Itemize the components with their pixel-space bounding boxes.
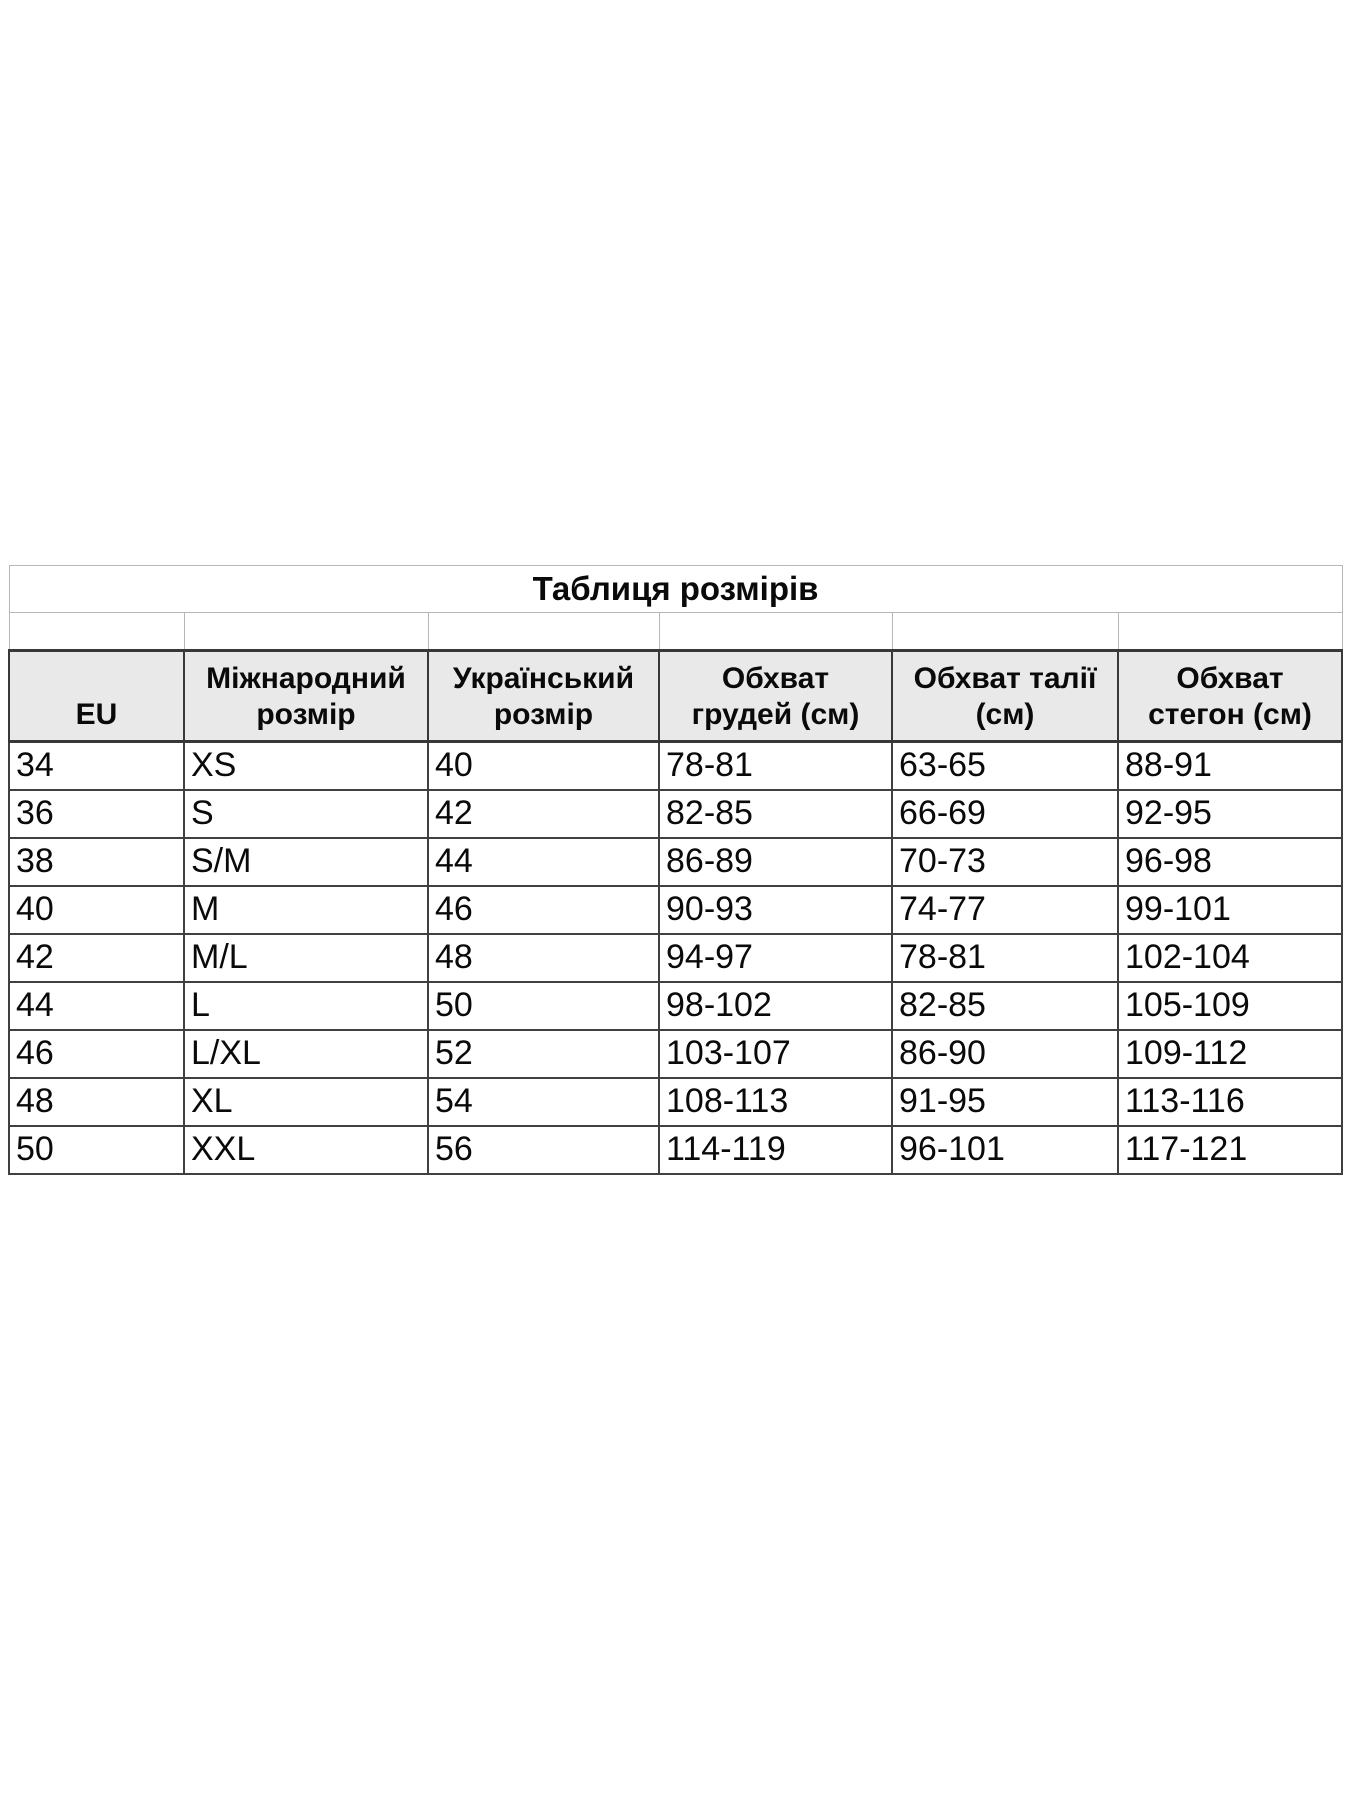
cell-hips: 92-95 [1117, 789, 1343, 839]
cell-eu: 46 [8, 1029, 185, 1079]
cell-international-size: M [183, 885, 429, 935]
cell-ukrainian-size: 48 [427, 933, 660, 983]
table-header-row: EU Міжнародний розмір Український розмір… [8, 649, 1343, 743]
cell-hips: 109-112 [1117, 1029, 1343, 1079]
cell-international-size: S [183, 789, 429, 839]
cell-eu: 34 [8, 740, 185, 791]
spacer-cell [8, 612, 185, 651]
cell-international-size: XL [183, 1077, 429, 1127]
cell-waist: 78-81 [891, 933, 1119, 983]
cell-ukrainian-size: 42 [427, 789, 660, 839]
cell-ukrainian-size: 50 [427, 981, 660, 1031]
cell-eu: 38 [8, 837, 185, 887]
cell-eu: 40 [8, 885, 185, 935]
cell-international-size: L [183, 981, 429, 1031]
cell-hips: 117-121 [1117, 1125, 1343, 1175]
table-row: 50 XXL 56 114-119 96-101 117-121 [8, 1125, 1343, 1175]
table-row: 34 XS 40 78-81 63-65 88-91 [8, 740, 1343, 791]
column-header-hips: Обхват стегон (см) [1117, 649, 1343, 743]
spacer-cell [658, 612, 893, 651]
table-title: Таблиця розмірів [8, 565, 1343, 613]
cell-waist: 96-101 [891, 1125, 1119, 1175]
cell-eu: 48 [8, 1077, 185, 1127]
table-title-row: Таблиця розмірів [8, 565, 1343, 613]
cell-ukrainian-size: 44 [427, 837, 660, 887]
cell-waist: 66-69 [891, 789, 1119, 839]
table-row: 44 L 50 98-102 82-85 105-109 [8, 981, 1343, 1031]
table-row: 36 S 42 82-85 66-69 92-95 [8, 789, 1343, 839]
cell-waist: 82-85 [891, 981, 1119, 1031]
table-row: 42 M/L 48 94-97 78-81 102-104 [8, 933, 1343, 983]
cell-chest: 78-81 [658, 740, 893, 791]
cell-eu: 42 [8, 933, 185, 983]
cell-chest: 86-89 [658, 837, 893, 887]
cell-chest: 98-102 [658, 981, 893, 1031]
column-header-eu: EU [8, 649, 185, 743]
spacer-cell [183, 612, 429, 651]
cell-international-size: XXL [183, 1125, 429, 1175]
cell-chest: 82-85 [658, 789, 893, 839]
cell-chest: 114-119 [658, 1125, 893, 1175]
cell-eu: 36 [8, 789, 185, 839]
cell-hips: 88-91 [1117, 740, 1343, 791]
table-row: 46 L/XL 52 103-107 86-90 109-112 [8, 1029, 1343, 1079]
cell-hips: 102-104 [1117, 933, 1343, 983]
column-header-waist: Обхват талії (см) [891, 649, 1119, 743]
cell-international-size: M/L [183, 933, 429, 983]
spacer-cell [1117, 612, 1343, 651]
spacer-row [8, 612, 1343, 651]
cell-waist: 86-90 [891, 1029, 1119, 1079]
cell-eu: 50 [8, 1125, 185, 1175]
cell-waist: 74-77 [891, 885, 1119, 935]
cell-hips: 105-109 [1117, 981, 1343, 1031]
column-header-chest: Обхват грудей (см) [658, 649, 893, 743]
cell-international-size: L/XL [183, 1029, 429, 1079]
table-row: 48 XL 54 108-113 91-95 113-116 [8, 1077, 1343, 1127]
column-header-international-size: Міжнародний розмір [183, 649, 429, 743]
size-chart-table: Таблиця розмірів EU Міжнародний розмір У… [8, 565, 1343, 1175]
cell-ukrainian-size: 56 [427, 1125, 660, 1175]
cell-waist: 91-95 [891, 1077, 1119, 1127]
cell-eu: 44 [8, 981, 185, 1031]
cell-chest: 94-97 [658, 933, 893, 983]
cell-ukrainian-size: 52 [427, 1029, 660, 1079]
cell-hips: 96-98 [1117, 837, 1343, 887]
cell-ukrainian-size: 40 [427, 740, 660, 791]
cell-chest: 103-107 [658, 1029, 893, 1079]
cell-ukrainian-size: 54 [427, 1077, 660, 1127]
cell-waist: 63-65 [891, 740, 1119, 791]
cell-chest: 108-113 [658, 1077, 893, 1127]
cell-international-size: S/M [183, 837, 429, 887]
column-header-ukrainian-size: Український розмір [427, 649, 660, 743]
cell-ukrainian-size: 46 [427, 885, 660, 935]
spacer-cell [427, 612, 660, 651]
cell-international-size: XS [183, 740, 429, 791]
cell-hips: 113-116 [1117, 1077, 1343, 1127]
spacer-cell [891, 612, 1119, 651]
table-row: 38 S/M 44 86-89 70-73 96-98 [8, 837, 1343, 887]
cell-chest: 90-93 [658, 885, 893, 935]
cell-waist: 70-73 [891, 837, 1119, 887]
table-row: 40 M 46 90-93 74-77 99-101 [8, 885, 1343, 935]
cell-hips: 99-101 [1117, 885, 1343, 935]
